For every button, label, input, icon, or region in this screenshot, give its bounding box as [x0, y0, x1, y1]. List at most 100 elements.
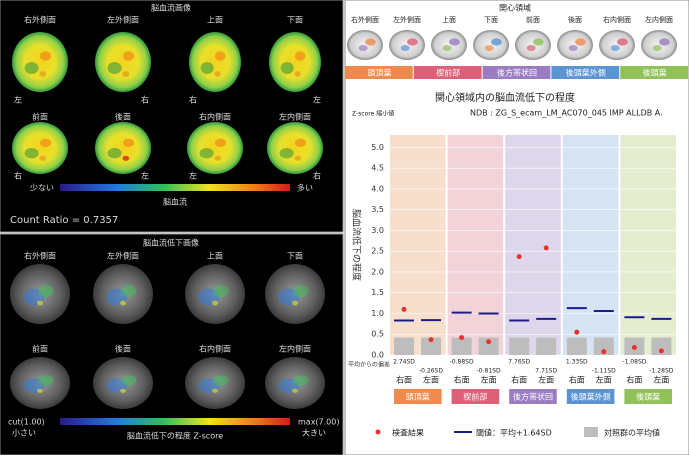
view-label: 左内側面	[645, 15, 673, 24]
panel-title: 脳血流低下画像	[143, 238, 199, 248]
view-label: 下面	[287, 252, 303, 261]
colorbar	[60, 184, 290, 191]
bar	[421, 337, 441, 355]
brain-spot	[40, 51, 52, 61]
chart-title: 関心領域内の脳血流低下の程度	[435, 91, 575, 104]
brain-spot	[442, 45, 452, 51]
dot	[401, 306, 407, 312]
dot	[574, 329, 580, 335]
side-label: 左	[313, 95, 321, 105]
view-label: 後面	[115, 344, 131, 354]
brain-spot	[293, 285, 309, 297]
region-box	[509, 389, 557, 404]
brain-image	[599, 30, 635, 60]
y-tick-label: 5.0	[371, 143, 384, 152]
y-tick-label: 3.5	[371, 205, 384, 214]
low-label: 小さい	[12, 429, 36, 438]
brain-spot	[212, 300, 218, 306]
max-label: max(7.00)	[298, 418, 339, 427]
side-label: 左	[189, 171, 197, 181]
view-label: 右内側面	[199, 112, 231, 122]
cut-label: cut(1.00)	[8, 418, 45, 427]
x-tick-label: 右面	[569, 375, 585, 385]
deviation-label: -0.88SD	[450, 359, 474, 366]
brain-spot	[575, 38, 586, 46]
y-tick-label: 4.5	[371, 164, 384, 173]
deviation-label: 1.33SD	[566, 359, 588, 366]
y-tick-label: 0.0	[371, 351, 384, 360]
brain-spot	[659, 38, 670, 46]
brain-image	[473, 30, 509, 60]
colorbar-high: 多い	[297, 183, 313, 193]
brain-spot	[610, 45, 620, 51]
bar	[451, 337, 472, 355]
panel-title: 脳血流画像	[151, 3, 191, 13]
view-label: 右外側面	[24, 15, 56, 25]
brain-spot	[123, 51, 135, 61]
y-tick-label: 4.0	[371, 184, 384, 193]
x-tick-label: 右面	[511, 375, 527, 385]
brain-spot	[37, 388, 43, 393]
region-box-label: 後方帯状回	[513, 392, 553, 402]
legend-swatch	[375, 429, 381, 435]
region-column	[447, 135, 504, 355]
view-label: 後面	[568, 15, 582, 24]
brain-spot	[617, 38, 628, 46]
dot	[459, 335, 465, 341]
brain-image	[269, 32, 321, 92]
x-tick-label: 左面	[423, 375, 439, 385]
brain-spot	[215, 138, 227, 147]
x-tick-label: 右面	[626, 375, 642, 385]
brain-image	[557, 30, 593, 60]
brain-spot	[120, 388, 126, 393]
brain-spot	[400, 45, 410, 51]
brain-spot	[123, 138, 135, 147]
brain-image	[641, 30, 677, 60]
view-label: 左外側面	[107, 15, 139, 25]
region-box	[624, 389, 672, 404]
brain-spot	[358, 45, 368, 51]
deviation-title: 平均からの偏差	[348, 361, 390, 369]
brain-spot	[533, 38, 544, 46]
brain-spot	[449, 38, 460, 46]
chart-subtitle: NDB : ZG_S_ecam_LM_AC070_045 IMP ALLDB A…	[470, 109, 663, 118]
x-tick-label: 右面	[396, 375, 412, 385]
x-tick-label: 左面	[538, 375, 554, 385]
deviation-label: -1.11SD	[592, 368, 616, 375]
brain-spot	[24, 62, 39, 74]
region-box	[394, 389, 442, 404]
legend-label: 対照群の平均値	[604, 428, 660, 438]
brain-image	[187, 122, 243, 174]
deviation-label: 2.74SD	[393, 359, 415, 366]
view-label: 右内側面	[199, 344, 231, 354]
brain-spot	[107, 62, 122, 74]
deviation-label: -1.08SD	[622, 359, 646, 366]
brain-image	[515, 30, 551, 60]
region-box-label: 頭頂葉	[406, 392, 430, 402]
region-bar	[482, 66, 551, 79]
side-label: 右	[14, 171, 22, 181]
x-tick-label: 左面	[481, 375, 497, 385]
side-label: 左	[14, 95, 22, 105]
view-label: 上面	[207, 16, 223, 25]
bar	[536, 337, 557, 355]
y-tick-label: 3.0	[371, 226, 384, 235]
region-column	[562, 135, 619, 355]
brain-image	[95, 32, 151, 92]
side-label: 右	[141, 95, 149, 105]
deviation-label: 7.76SD	[508, 359, 530, 366]
brain-spot	[107, 148, 122, 159]
brain-image	[431, 30, 467, 60]
bar	[478, 337, 499, 355]
brain-spot	[293, 375, 309, 386]
view-label: 前面	[32, 112, 48, 122]
x-tick-label: 左面	[596, 375, 612, 385]
view-label: 左内側面	[279, 344, 311, 354]
brain-spot	[294, 155, 302, 161]
view-label: 下面	[484, 16, 498, 24]
view-label: 上面	[207, 252, 223, 261]
side-label: 右	[313, 171, 321, 181]
deviation-label: -0.81SD	[477, 368, 501, 375]
deviation-label: -1.28SD	[649, 368, 673, 375]
view-label: 右内側面	[603, 15, 631, 24]
